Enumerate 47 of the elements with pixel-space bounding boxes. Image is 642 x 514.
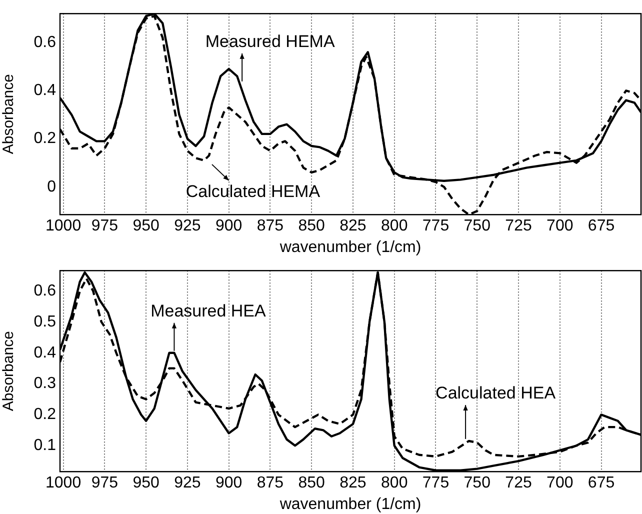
x-tick-label: 700 bbox=[546, 474, 574, 492]
x-tick-label: 750 bbox=[464, 218, 491, 235]
x-tick-label: 725 bbox=[505, 474, 532, 492]
y-tick-label: 0.1 bbox=[34, 437, 56, 454]
y-tick-label: 0.4 bbox=[34, 82, 56, 100]
x-tick-label: 900 bbox=[215, 474, 242, 492]
x-tick-label: 775 bbox=[422, 218, 450, 235]
x-tick-label: 825 bbox=[340, 474, 366, 492]
x-tick-label: 875 bbox=[256, 474, 284, 492]
x-axis-title: wavenumber (1/cm) bbox=[278, 496, 422, 513]
y-tick-label: 0.2 bbox=[34, 130, 56, 148]
y-tick-label: 0 bbox=[47, 178, 56, 196]
x-tick-label: 800 bbox=[381, 474, 408, 492]
x-tick-label: 700 bbox=[546, 218, 574, 235]
x-tick-label: 875 bbox=[256, 218, 284, 235]
y-tick-label: 0.4 bbox=[34, 344, 56, 362]
x-tick-label: 675 bbox=[588, 218, 615, 235]
x-tick-label: 850 bbox=[298, 474, 326, 492]
y-axis-title: Absorbance bbox=[0, 74, 18, 154]
x-tick-label: 675 bbox=[588, 474, 615, 492]
x-tick-label: 900 bbox=[215, 218, 242, 235]
y-tick-label: 0.5 bbox=[34, 313, 56, 330]
x-tick-label: 850 bbox=[298, 218, 326, 235]
annotation: Calculated HEA bbox=[436, 384, 556, 403]
x-tick-label: 725 bbox=[505, 218, 532, 235]
x-axis-title: wavenumber (1/cm) bbox=[278, 238, 422, 256]
y-tick-label: 0.2 bbox=[34, 406, 56, 424]
x-tick-label: 925 bbox=[174, 218, 201, 235]
x-tick-label: 950 bbox=[132, 474, 160, 492]
y-axis-title: Absorbance bbox=[0, 331, 18, 412]
x-tick-label: 925 bbox=[174, 474, 201, 492]
x-tick-label: 1000 bbox=[46, 218, 82, 235]
annotation: Measured HEA bbox=[150, 302, 267, 321]
x-tick-label: 975 bbox=[91, 474, 118, 492]
annotation: Measured HEMA bbox=[205, 32, 336, 52]
annotation: Calculated HEMA bbox=[186, 182, 321, 202]
x-tick-label: 775 bbox=[422, 474, 450, 492]
x-tick-label: 800 bbox=[381, 218, 408, 235]
x-tick-label: 750 bbox=[464, 474, 491, 492]
x-tick-label: 825 bbox=[340, 218, 366, 235]
y-tick-label: 0.3 bbox=[34, 375, 56, 392]
x-tick-label: 975 bbox=[91, 218, 118, 235]
x-tick-label: 1000 bbox=[46, 474, 82, 492]
y-tick-label: 0.6 bbox=[34, 34, 56, 51]
y-tick-label: 0.6 bbox=[34, 282, 56, 300]
line-series bbox=[60, 14, 641, 215]
x-tick-label: 950 bbox=[132, 218, 160, 235]
